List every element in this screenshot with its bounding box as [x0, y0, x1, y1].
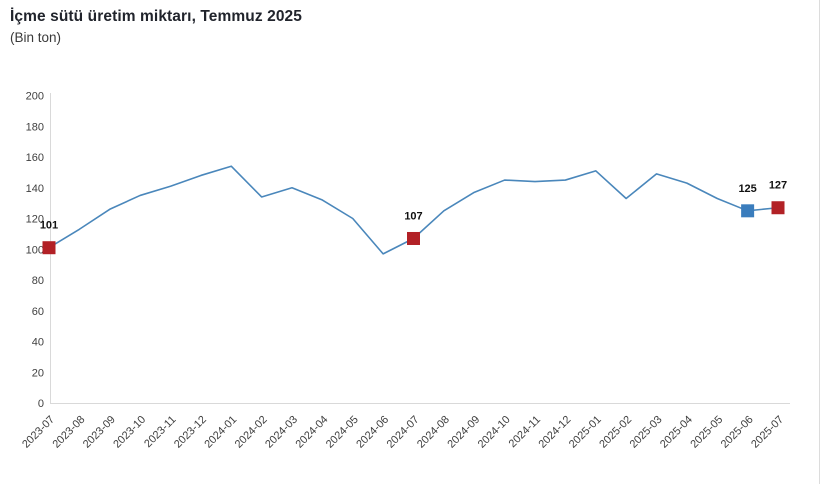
x-tick-label: 2024-12: [536, 414, 573, 451]
x-tick-label: 2024-04: [293, 414, 330, 451]
y-tick-label: 120: [26, 214, 44, 226]
x-tick-label: 2025-01: [567, 414, 604, 451]
y-tick-label: 0: [38, 398, 44, 410]
page-subtitle: (Bin ton): [10, 29, 62, 45]
y-tick-label: 160: [26, 152, 44, 164]
data-point-marker[interactable]: [42, 241, 56, 255]
data-point-label: 125: [738, 183, 756, 195]
y-tick-label: 20: [32, 367, 44, 379]
y-tick-label: 140: [26, 183, 44, 195]
page-right-border: [819, 0, 820, 484]
data-point-label: 127: [769, 180, 787, 192]
x-tick-label: 2023-07: [20, 414, 57, 451]
y-tick-label: 200: [26, 91, 44, 103]
x-tick-label: 2024-10: [476, 414, 513, 451]
data-point-marker[interactable]: [741, 204, 755, 218]
x-tick-label: 2023-08: [50, 414, 87, 451]
x-tick-label: 2025-02: [597, 414, 634, 451]
y-tick-label: 100: [26, 244, 44, 256]
x-tick-label: 2024-06: [354, 414, 391, 451]
data-point-marker[interactable]: [771, 201, 785, 215]
x-tick-label: 2025-03: [628, 414, 665, 451]
x-tick-label: 2024-02: [233, 414, 270, 451]
data-point-label: 107: [404, 210, 422, 222]
x-tick-label: 2025-04: [658, 414, 695, 451]
y-tick-label: 60: [32, 306, 44, 318]
y-tick-label: 40: [32, 337, 44, 349]
x-tick-label: 2023-09: [81, 414, 118, 451]
x-tick-label: 2025-06: [719, 414, 756, 451]
x-tick-label: 2024-03: [263, 414, 300, 451]
data-point-label: 101: [40, 220, 58, 232]
y-tick-label: 80: [32, 275, 44, 287]
x-tick-label: 2024-08: [415, 414, 452, 451]
data-point-marker[interactable]: [407, 231, 420, 245]
x-tick-label: 2025-07: [749, 414, 786, 451]
x-tick-label: 2024-07: [385, 414, 422, 451]
page-title: İçme sütü üretim miktarı, Temmuz 2025: [10, 8, 302, 25]
chart-header: İçme sütü üretim miktarı, Temmuz 2025 (B…: [10, 7, 302, 48]
y-tick-label: 180: [26, 121, 44, 133]
x-tick-label: 2024-09: [445, 414, 482, 451]
x-tick-label: 2024-01: [202, 414, 239, 451]
x-tick-label: 2025-05: [688, 414, 725, 451]
x-tick-label: 2023-10: [111, 414, 148, 451]
x-tick-label: 2024-05: [324, 414, 361, 451]
x-tick-label: 2023-12: [172, 414, 209, 451]
